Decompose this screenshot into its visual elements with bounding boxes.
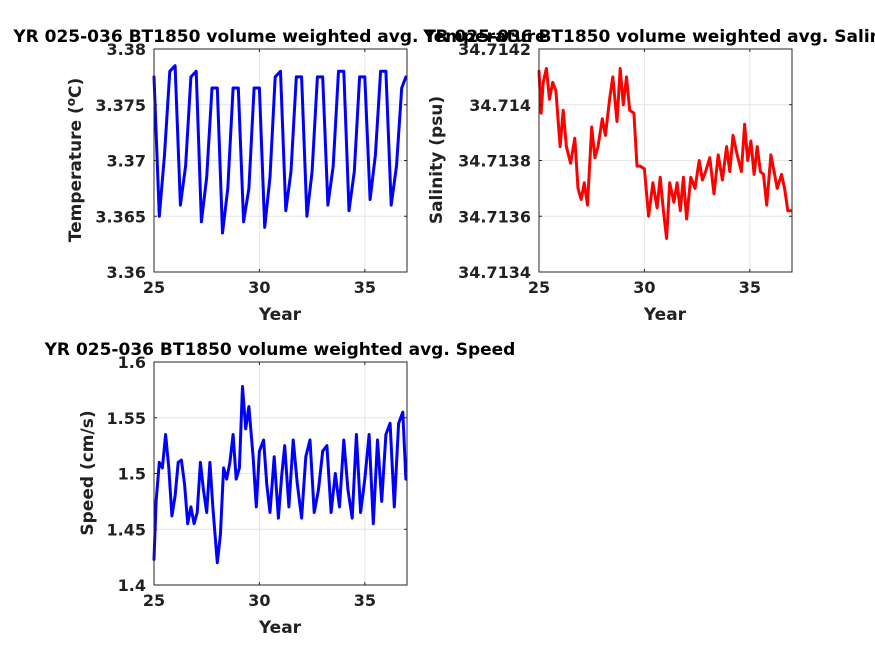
speed-y-tick-label-1: 1.45 (107, 520, 146, 539)
speed-series-line (152, 385, 408, 565)
salinity-x-label: Year (643, 305, 687, 325)
temperature-y-label-unit: C) (66, 78, 86, 98)
speed-y-label: Speed (cm/s) (78, 410, 98, 535)
salinity-y-tick-label-2: 34.7138 (458, 152, 531, 171)
salinity-series-line (537, 67, 793, 240)
temperature-y-tick-label-0: 3.36 (107, 263, 146, 282)
speed-x-tick-label-1: 30 (248, 591, 270, 610)
speed-y-tick-label-3: 1.55 (107, 409, 146, 428)
speed-subplot: 25 30 35 1.4 1.45 1.5 1.55 1.6 YR 025-036 BT185… (44, 340, 516, 638)
temperature-y-label-superscript: o (64, 98, 78, 106)
temperature-y-tick-label-4: 3.38 (107, 40, 146, 59)
salinity-subplot: 25 30 35 34.7134 34.7136 34.7138 34.714 34.7142… (422, 27, 875, 325)
temperature-series-line (152, 64, 408, 235)
temperature-subplot: 25 30 35 3.36 3.365 3.37 3.375 3.38 YR 025-036 … (12, 27, 546, 325)
salinity-title: YR 025-036 BT1850 volume weighted avg. S… (422, 27, 875, 47)
salinity-y-label: Salinity (psu) (427, 96, 447, 224)
salinity-y-tick-label-1: 34.7136 (458, 207, 531, 226)
temperature-title: YR 025-036 BT1850 volume weighted avg. T… (12, 27, 546, 47)
salinity-x-tick-label-1: 30 (633, 278, 655, 297)
speed-x-tick-label-0: 25 (143, 591, 165, 610)
salinity-y-tick-label-4: 34.7142 (458, 40, 531, 59)
speed-title: YR 025-036 BT1850 volume weighted avg. S… (44, 340, 516, 360)
speed-y-tick-label-2: 1.5 (118, 465, 146, 484)
speed-x-label: Year (258, 618, 302, 638)
temperature-x-tick-label-0: 25 (143, 278, 165, 297)
temperature-y-tick-label-2: 3.37 (107, 152, 146, 171)
speed-y-tick-label-4: 1.6 (118, 353, 146, 372)
temperature-x-label: Year (258, 305, 302, 325)
speed-y-tick-label-0: 1.4 (118, 576, 146, 595)
salinity-y-tick-label-0: 34.7134 (458, 263, 531, 282)
temperature-y-label: Temperature (oC) (64, 78, 86, 242)
temperature-y-tick-label-3: 3.375 (95, 96, 146, 115)
salinity-y-tick-label-3: 34.714 (469, 96, 531, 115)
temperature-y-tick-label-1: 3.365 (95, 207, 146, 226)
salinity-x-tick-label-2: 35 (739, 278, 761, 297)
temperature-x-tick-label-1: 30 (248, 278, 270, 297)
temperature-x-tick-label-2: 35 (354, 278, 376, 297)
speed-x-tick-label-2: 35 (354, 591, 376, 610)
salinity-x-tick-label-0: 25 (528, 278, 550, 297)
